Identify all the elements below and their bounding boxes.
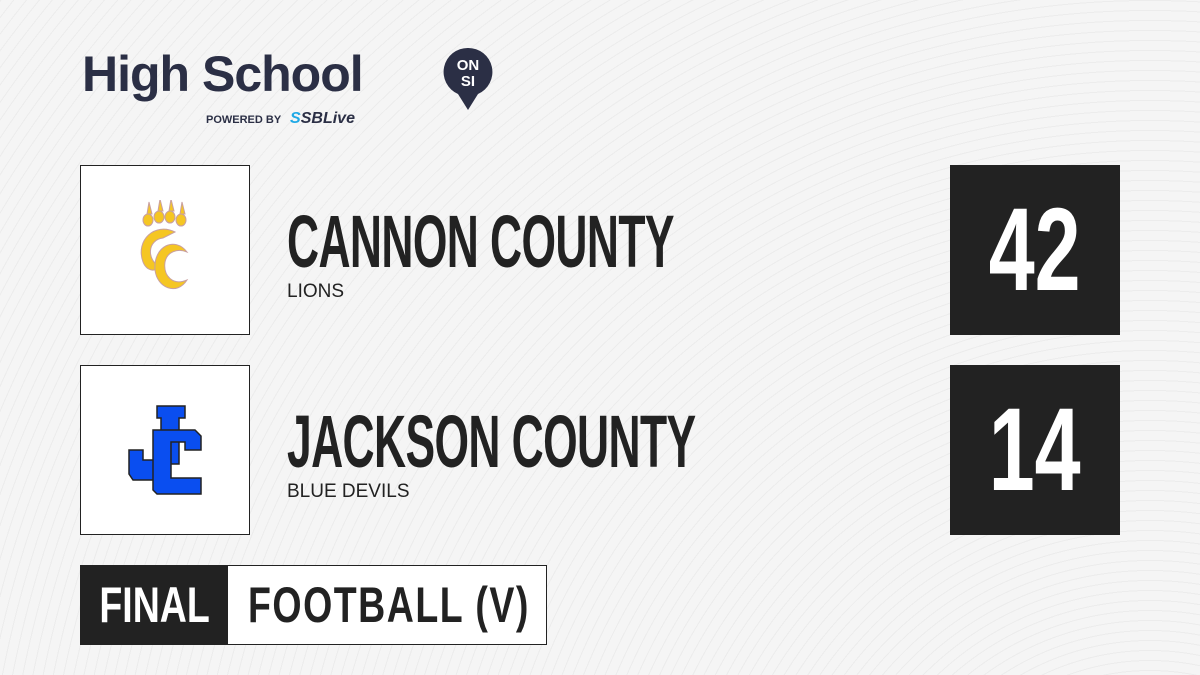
game-status-bar: FINAL FOOTBALL (V) <box>80 565 547 645</box>
sport-label-box: FOOTBALL (V) <box>228 566 624 644</box>
team-logo-cannon-county <box>80 165 250 335</box>
on-si-pin-icon: ON SI <box>443 47 493 110</box>
score-value: 42 <box>989 184 1081 316</box>
team-mascot: BLUE DEVILS <box>287 481 410 502</box>
powered-by: POWERED BY SSBLive <box>206 110 355 128</box>
score-value: 14 <box>989 384 1081 516</box>
svg-text:ON: ON <box>457 57 480 74</box>
team-name: JACKSON COUNTY <box>287 400 696 483</box>
team-score: 42 <box>950 165 1120 335</box>
final-label: FINAL <box>99 577 210 633</box>
sport-label: FOOTBALL (V) <box>248 577 530 633</box>
sblive-logo: SSBLive <box>290 110 355 127</box>
team-logo-jackson-county <box>80 365 250 535</box>
paw-cc-logo-icon <box>140 200 189 290</box>
team-mascot: LIONS <box>287 281 345 302</box>
team-score: 14 <box>950 365 1120 535</box>
brand-logo: High School ON SI POWERED BY SSBLive <box>82 44 493 127</box>
team-name: CANNON COUNTY <box>287 200 674 283</box>
jc-logo-icon <box>128 405 202 495</box>
powered-by-label: POWERED BY <box>206 114 281 126</box>
brand-title: High School <box>82 46 364 102</box>
final-badge: FINAL <box>81 566 228 644</box>
svg-text:SI: SI <box>461 73 475 90</box>
